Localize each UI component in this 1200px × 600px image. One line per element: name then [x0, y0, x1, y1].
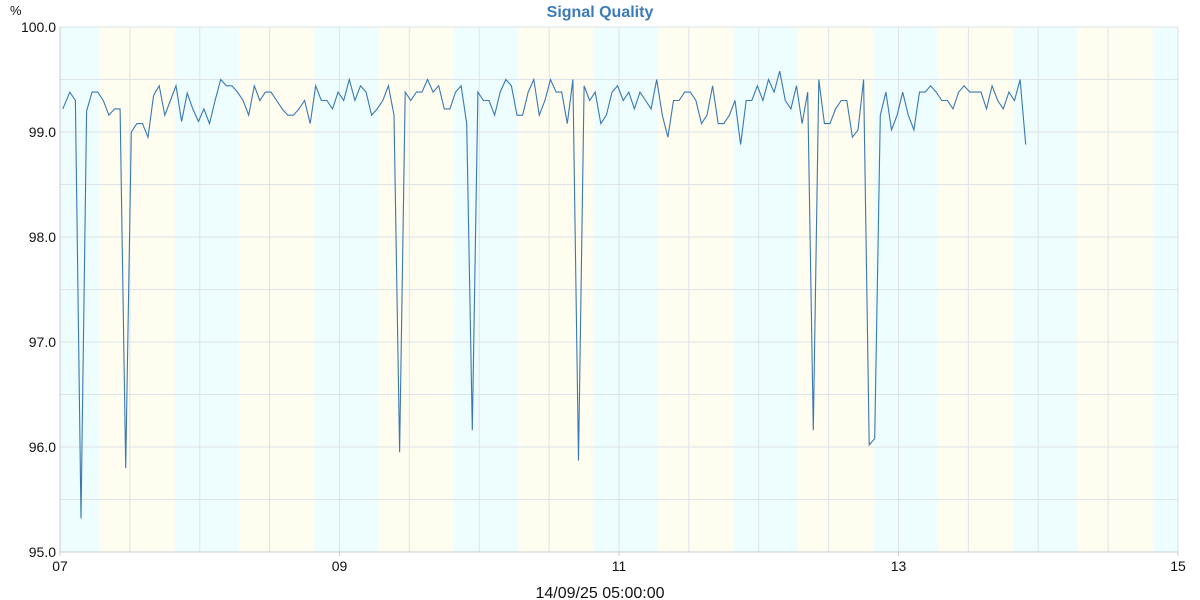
y-tick-label: 95.0: [29, 544, 56, 560]
x-tick-label: 07: [52, 558, 68, 574]
y-tick-labels: 95.0 96.0 97.0 98.0 99.0 100.0: [21, 19, 56, 560]
x-tick-label: 11: [612, 558, 627, 574]
x-tick-label: 13: [891, 558, 907, 574]
x-tick-labels: 07 09 11 13 15: [52, 552, 1186, 574]
x-tick-label: 15: [1170, 558, 1186, 574]
y-tick-label: 97.0: [29, 334, 56, 350]
chart-title: Signal Quality: [547, 4, 654, 21]
y-tick-label: 96.0: [29, 439, 56, 455]
y-tick-label: 100.0: [21, 19, 56, 35]
grid-lines: [59, 26, 1179, 553]
y-tick-label: 98.0: [29, 229, 56, 245]
x-tick-label: 09: [332, 558, 348, 574]
timestamp-label: 14/09/25 05:00:00: [535, 585, 664, 600]
series-line-signal-quality: [62, 70, 1027, 519]
y-tick-label: 99.0: [29, 124, 56, 140]
y-axis-unit-label: %: [10, 3, 22, 18]
